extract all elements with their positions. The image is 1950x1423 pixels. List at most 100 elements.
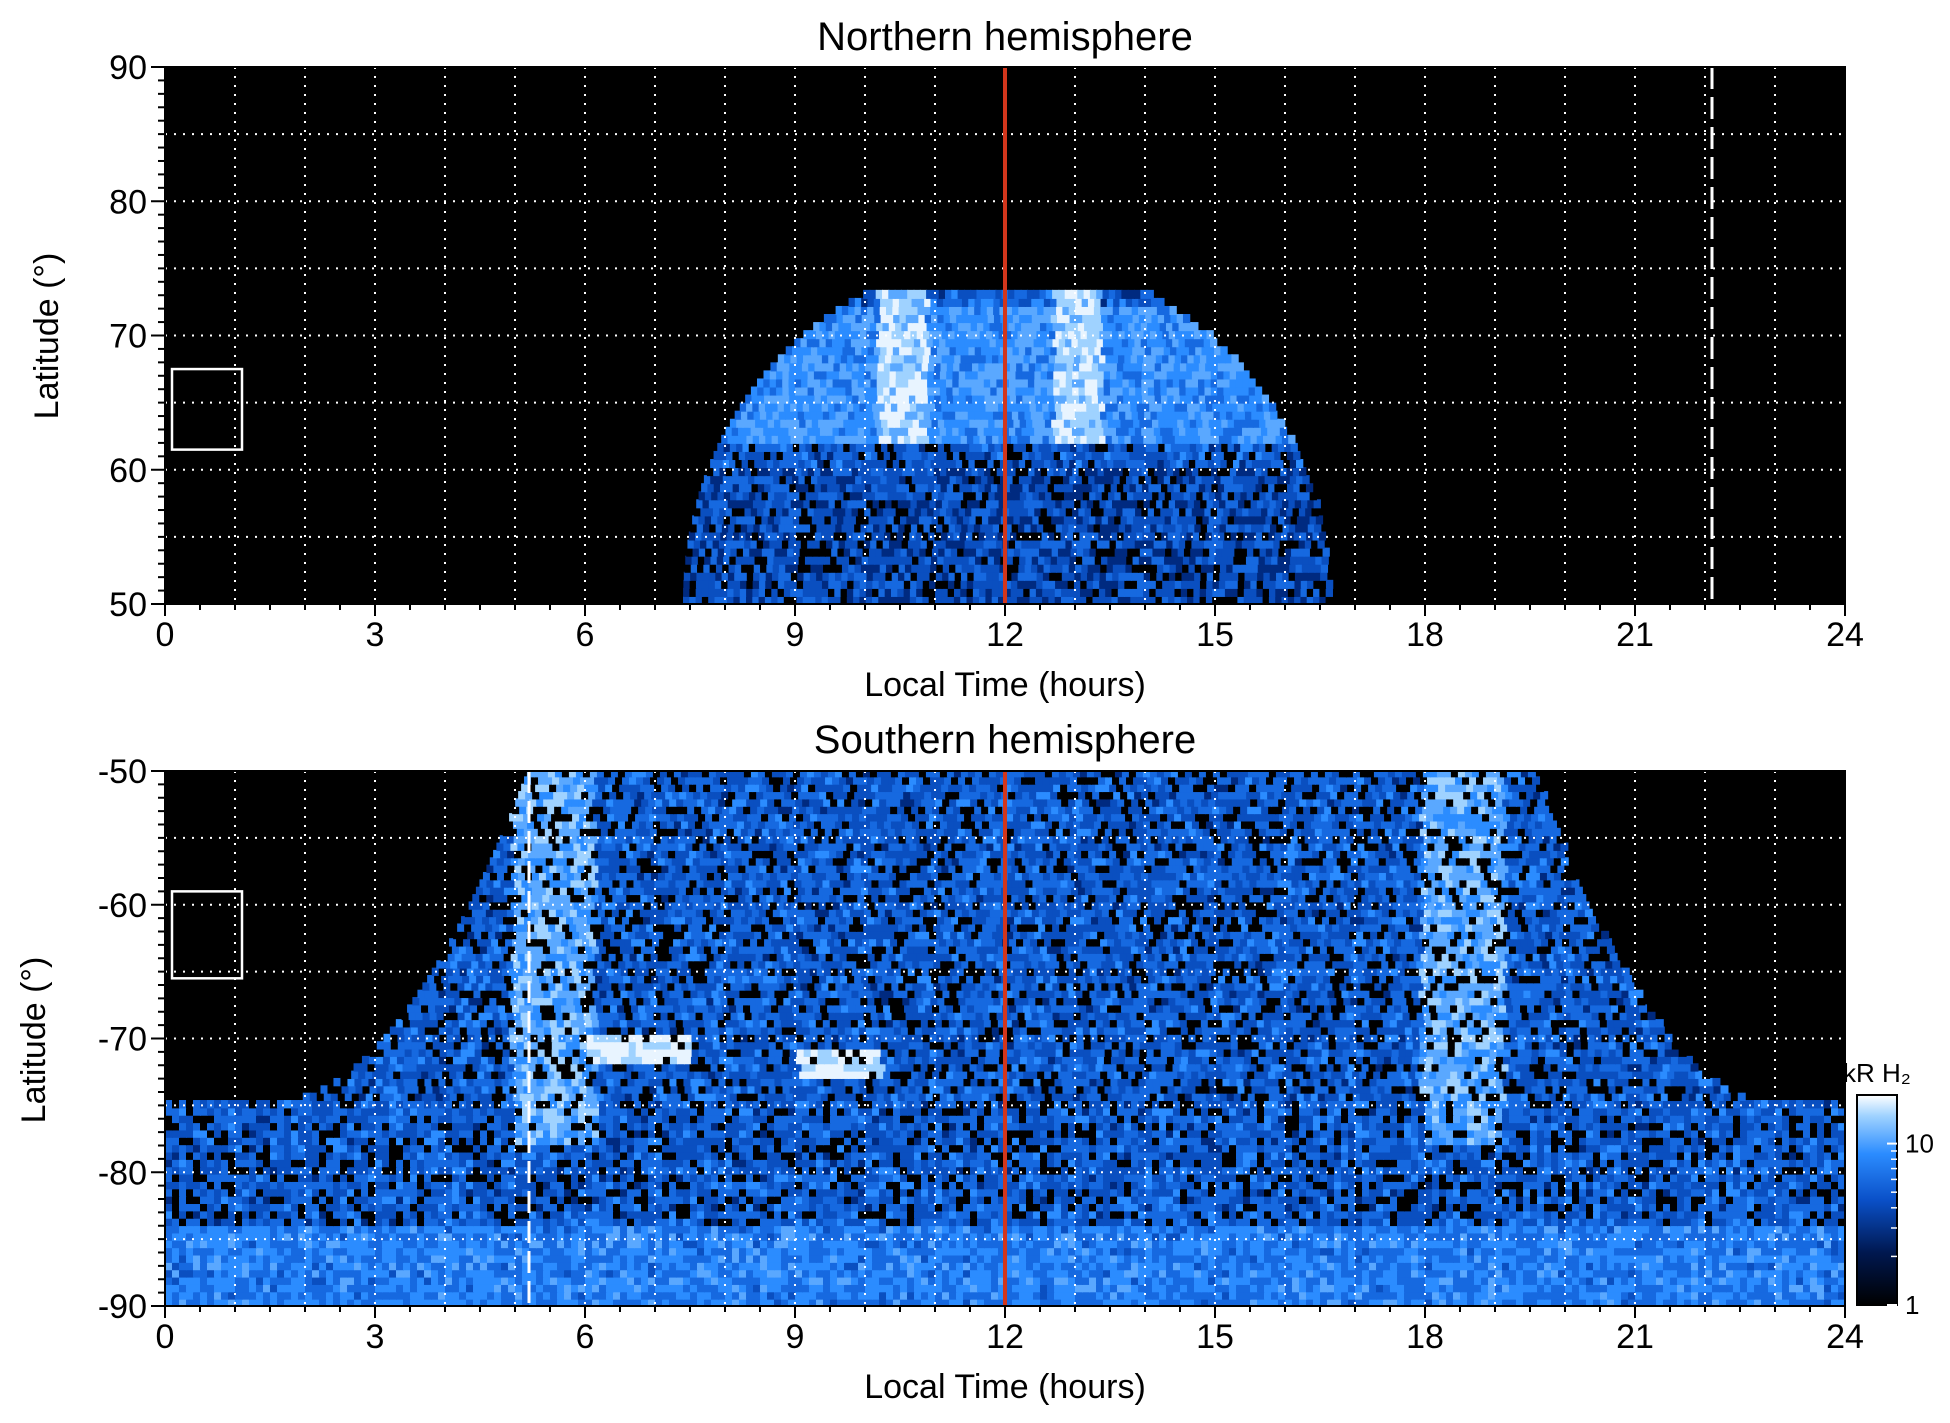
northern-emission-cell — [735, 475, 743, 485]
southern-emission-cell — [1005, 1283, 1013, 1293]
northern-emission-cell — [732, 467, 740, 477]
northern-emission-cell — [1140, 322, 1149, 332]
southern-emission-cell — [235, 1276, 243, 1285]
northern-emission-cell — [874, 515, 883, 525]
northern-emission-cell — [1115, 289, 1123, 299]
southern-emission-cell — [1572, 1283, 1580, 1293]
northern-emission-cell — [1214, 475, 1222, 485]
northern-emission-cell — [1227, 442, 1235, 452]
northern-emission-cell — [813, 426, 821, 436]
southern-emission-cell — [1285, 1298, 1293, 1306]
southern-emission-cell — [326, 1269, 334, 1278]
northern-emission-cell — [943, 314, 951, 324]
northern-emission-cell — [832, 386, 841, 396]
southern-emission-cell — [914, 1269, 922, 1278]
northern-emission-cell — [970, 289, 978, 299]
northern-emission-cell — [1315, 515, 1324, 525]
northern-emission-cell — [996, 507, 1004, 517]
southern-emission-cell — [543, 1269, 551, 1278]
northern-emission-cell — [1031, 314, 1040, 324]
southern-emission-cell — [585, 1298, 593, 1306]
northern-emission-cell — [937, 555, 945, 565]
northern-emission-cell — [1150, 563, 1158, 573]
southern-emission-cell — [788, 1276, 796, 1285]
northern-emission-cell — [1296, 475, 1304, 485]
southern-emission-cell — [914, 1276, 922, 1285]
northern-emission-cell — [943, 297, 951, 307]
southern-emission-cell — [956, 1298, 964, 1306]
x-tick-label: 15 — [1196, 616, 1234, 654]
northern-emission-cell — [1292, 507, 1300, 517]
northern-emission-cell — [1059, 507, 1067, 517]
northern-emission-cell — [1235, 507, 1244, 517]
northern-emission-cell — [998, 579, 1006, 589]
southern-emission-cell — [676, 1298, 684, 1306]
southern-emission-cell — [865, 1261, 873, 1271]
northern-emission-cell — [1075, 346, 1083, 356]
southern-emission-cell — [1432, 1276, 1440, 1285]
northern-emission-cell — [953, 587, 962, 597]
northern-emission-cell — [886, 563, 894, 573]
northern-emission-cell — [1217, 362, 1226, 372]
southern-emission-cell — [431, 1298, 439, 1306]
southern-emission-cell — [417, 1283, 425, 1293]
northern-emission-cell — [1257, 523, 1265, 533]
northern-emission-cell — [1057, 442, 1065, 452]
northern-emission-cell — [798, 346, 806, 356]
southern-emission-cell — [1152, 1283, 1160, 1293]
northern-emission-cell — [728, 563, 736, 573]
southern-emission-cell — [1432, 1261, 1440, 1271]
northern-emission-cell — [1047, 362, 1055, 372]
northern-emission-cell — [1154, 467, 1162, 477]
northern-emission-cell — [990, 378, 998, 388]
northern-emission-cell — [730, 547, 738, 557]
southern-emission-cell — [256, 1291, 264, 1300]
northern-emission-cell — [842, 459, 850, 469]
northern-emission-cell — [965, 483, 974, 493]
northern-emission-cell — [1016, 587, 1025, 597]
northern-emission-cell — [920, 378, 929, 388]
southern-emission-cell — [431, 1269, 439, 1278]
southern-emission-cell — [473, 1298, 481, 1306]
southern-emission-cell — [662, 1291, 670, 1300]
northern-emission-cell — [813, 386, 822, 396]
northern-emission-cell — [949, 563, 957, 573]
northern-emission-cell — [942, 410, 950, 420]
southern-emission-cell — [1362, 1269, 1370, 1278]
northern-emission-cell — [1007, 442, 1015, 452]
northern-emission-cell — [721, 579, 729, 589]
northern-emission-cell — [1067, 434, 1076, 444]
southern-emission-cell — [1712, 1276, 1720, 1285]
northern-emission-cell — [940, 450, 948, 461]
southern-emission-cell — [1222, 1269, 1230, 1278]
southern-emission-cell — [1628, 1261, 1636, 1271]
southern-emission-cell — [1075, 1269, 1083, 1278]
northern-emission-cell — [1248, 426, 1256, 436]
southern-emission-cell — [235, 1298, 243, 1306]
northern-emission-cell — [767, 515, 776, 525]
southern-emission-cell — [438, 1254, 446, 1263]
northern-emission-cell — [908, 450, 917, 461]
northern-emission-cell — [1033, 289, 1041, 299]
southern-emission-cell — [655, 1261, 663, 1271]
southern-emission-cell — [1257, 1298, 1265, 1306]
northern-emission-cell — [807, 378, 815, 388]
northern-emission-cell — [1011, 434, 1019, 444]
northern-emission-cell — [1048, 354, 1057, 364]
southern-emission-cell — [1523, 1283, 1531, 1293]
southern-emission-cell — [452, 1291, 460, 1300]
northern-emission-cell — [1097, 467, 1105, 477]
southern-emission-cell — [1250, 1291, 1258, 1300]
northern-emission-cell — [834, 434, 842, 444]
northern-emission-cell — [1175, 410, 1183, 420]
northern-emission-cell — [1196, 442, 1204, 452]
northern-emission-cell — [1011, 410, 1020, 420]
northern-emission-cell — [893, 555, 901, 565]
northern-emission-cell — [1204, 378, 1212, 388]
northern-emission-cell — [869, 322, 878, 332]
northern-emission-cell — [704, 491, 713, 501]
northern-emission-cell — [809, 595, 817, 604]
southern-emission-cell — [438, 1283, 446, 1293]
southern-emission-cell — [1173, 1291, 1181, 1300]
southern-emission-cell — [1131, 1283, 1139, 1293]
